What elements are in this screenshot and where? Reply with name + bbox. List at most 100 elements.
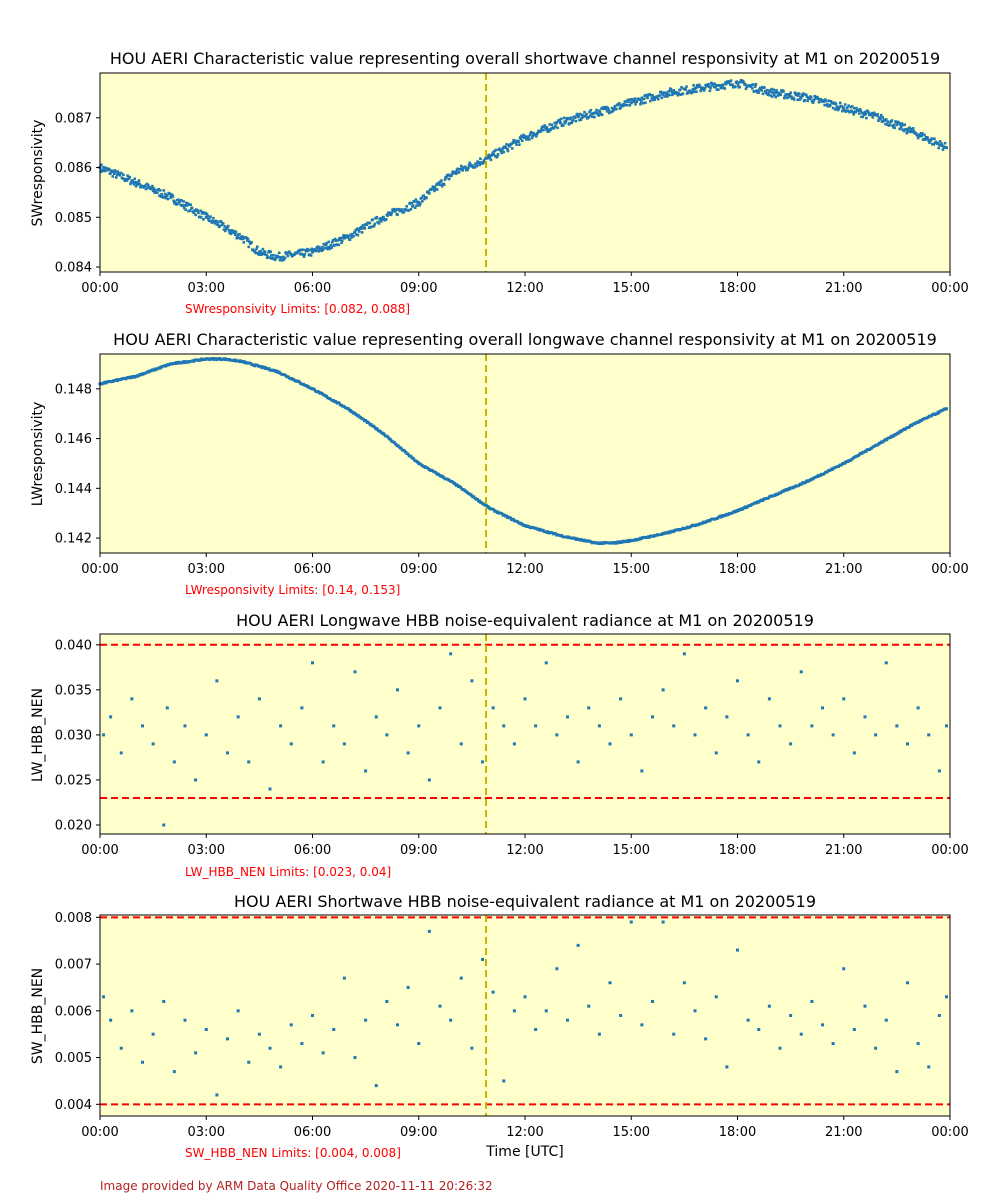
data-point	[909, 129, 913, 133]
data-point	[836, 108, 840, 112]
data-point	[408, 201, 412, 205]
data-point	[845, 109, 848, 113]
data-point	[831, 467, 835, 471]
data-point	[150, 186, 154, 190]
data-point	[712, 85, 716, 89]
data-point	[510, 147, 514, 150]
data-point	[774, 95, 778, 99]
data-point	[821, 706, 824, 710]
data-point	[693, 733, 697, 737]
data-point	[228, 231, 231, 235]
data-point	[237, 236, 241, 240]
data-point	[443, 178, 447, 181]
data-point	[554, 122, 558, 125]
data-point	[858, 108, 862, 111]
data-point	[635, 100, 639, 104]
data-point	[226, 1037, 229, 1041]
data-point	[139, 185, 142, 189]
y-tick-label: 0.085	[55, 211, 92, 226]
data-point	[317, 249, 321, 253]
data-point	[944, 995, 948, 999]
x-tick-label: 09:00	[400, 281, 437, 296]
data-point	[172, 1070, 176, 1074]
data-point	[911, 127, 915, 130]
data-point	[257, 250, 261, 254]
data-point	[151, 742, 155, 746]
data-point	[151, 1032, 155, 1036]
data-point	[884, 1018, 888, 1022]
data-point	[741, 79, 745, 83]
data-point	[199, 216, 203, 219]
data-point	[918, 420, 921, 424]
data-point	[147, 370, 151, 374]
data-point	[937, 146, 940, 150]
data-point	[544, 128, 548, 131]
data-point	[923, 138, 927, 141]
data-point	[271, 256, 275, 260]
data-point	[311, 250, 314, 254]
data-point	[450, 174, 453, 178]
data-point	[765, 88, 769, 92]
data-point	[175, 198, 179, 202]
data-point	[260, 253, 263, 257]
y-axis-label: SWresponsivity	[30, 120, 46, 227]
data-point	[487, 506, 491, 509]
data-point	[520, 139, 524, 143]
data-point	[263, 250, 267, 253]
data-point	[582, 115, 586, 118]
data-point	[629, 98, 632, 101]
data-point	[112, 170, 115, 174]
data-point	[912, 422, 916, 426]
data-point	[770, 95, 774, 98]
data-point	[193, 209, 197, 212]
data-point	[560, 534, 564, 537]
data-point	[559, 117, 563, 121]
data-point	[347, 234, 350, 238]
data-point	[694, 86, 698, 90]
data-point	[900, 122, 904, 125]
data-point	[473, 166, 477, 169]
data-point	[849, 105, 853, 109]
data-point	[298, 248, 302, 252]
data-point	[184, 208, 188, 211]
y-tick-label: 0.084	[55, 261, 92, 276]
data-point	[539, 128, 543, 132]
data-point	[813, 94, 817, 98]
data-point	[415, 204, 418, 207]
data-point	[587, 1004, 591, 1008]
data-point	[158, 194, 161, 197]
data-point	[842, 967, 846, 971]
data-point	[641, 101, 645, 105]
data-point	[362, 417, 365, 421]
data-point	[783, 95, 787, 98]
x-tick-label: 12:00	[506, 1125, 543, 1140]
data-point	[212, 357, 215, 360]
data-point	[699, 89, 702, 93]
data-point	[481, 957, 484, 961]
data-point	[735, 80, 739, 83]
data-point	[800, 482, 804, 486]
data-point	[214, 219, 218, 223]
data-point	[662, 91, 666, 94]
data-point	[927, 1065, 931, 1069]
data-point	[751, 83, 755, 86]
data-point	[491, 152, 494, 156]
data-point	[325, 241, 328, 245]
data-point	[158, 367, 162, 370]
data-point	[162, 189, 166, 192]
data-point	[474, 162, 478, 166]
data-point	[916, 1042, 920, 1046]
data-point	[115, 173, 119, 176]
data-point	[337, 243, 341, 247]
data-point	[327, 240, 331, 244]
data-point	[578, 118, 581, 122]
data-point	[865, 450, 868, 453]
data-point	[831, 1042, 835, 1046]
data-point	[656, 97, 660, 101]
data-point	[185, 201, 188, 205]
data-point	[860, 115, 863, 119]
data-point	[810, 99, 814, 103]
data-point	[735, 510, 739, 513]
data-point	[261, 247, 265, 251]
data-point	[794, 93, 798, 97]
